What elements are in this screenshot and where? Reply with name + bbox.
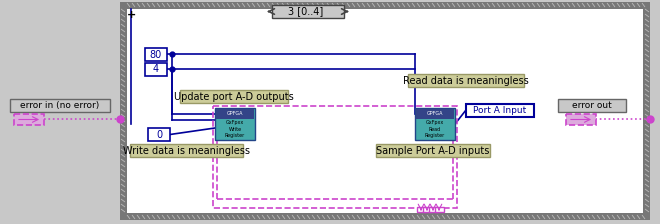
Text: GPFGA: GPFGA <box>227 111 244 116</box>
Bar <box>213 106 457 208</box>
Bar <box>408 74 524 87</box>
Text: Sample Port A-D inputs: Sample Port A-D inputs <box>376 146 490 155</box>
Text: Register: Register <box>225 133 245 138</box>
Bar <box>130 144 243 157</box>
Text: error out: error out <box>572 101 612 110</box>
Text: 3 [0..4]: 3 [0..4] <box>288 6 323 17</box>
Bar <box>423 207 432 212</box>
Text: Read: Read <box>429 127 441 132</box>
Text: error in (no error): error in (no error) <box>20 101 100 110</box>
Bar <box>145 63 167 76</box>
Bar <box>466 104 534 117</box>
Text: GxFpxx: GxFpxx <box>226 120 244 125</box>
Bar <box>215 108 255 140</box>
Bar <box>558 99 626 112</box>
Text: Read data is meaningless: Read data is meaningless <box>403 75 529 86</box>
Text: 0: 0 <box>156 129 162 140</box>
Bar <box>14 114 44 125</box>
Text: 4: 4 <box>153 65 159 75</box>
Bar <box>566 114 596 125</box>
Bar <box>10 99 110 112</box>
Text: Port A Input: Port A Input <box>473 106 527 115</box>
Bar <box>127 9 643 213</box>
Text: +: + <box>126 10 135 20</box>
Bar <box>429 207 438 212</box>
Bar <box>416 109 454 118</box>
Text: GPFGA: GPFGA <box>427 111 444 116</box>
Bar <box>216 109 254 118</box>
Text: GxFpxx: GxFpxx <box>426 120 444 125</box>
Text: Write data is meaningless: Write data is meaningless <box>123 146 250 155</box>
Bar <box>435 207 444 212</box>
Bar <box>120 2 650 220</box>
Bar <box>417 207 426 212</box>
Bar <box>272 5 344 18</box>
Bar <box>376 144 490 157</box>
Text: Update port A-D outputs: Update port A-D outputs <box>174 91 294 101</box>
Text: Register: Register <box>425 133 445 138</box>
Text: 80: 80 <box>150 50 162 60</box>
Bar <box>180 90 288 103</box>
Bar <box>415 108 455 140</box>
Text: Write: Write <box>228 127 242 132</box>
Bar <box>145 48 167 61</box>
Bar <box>148 128 170 141</box>
